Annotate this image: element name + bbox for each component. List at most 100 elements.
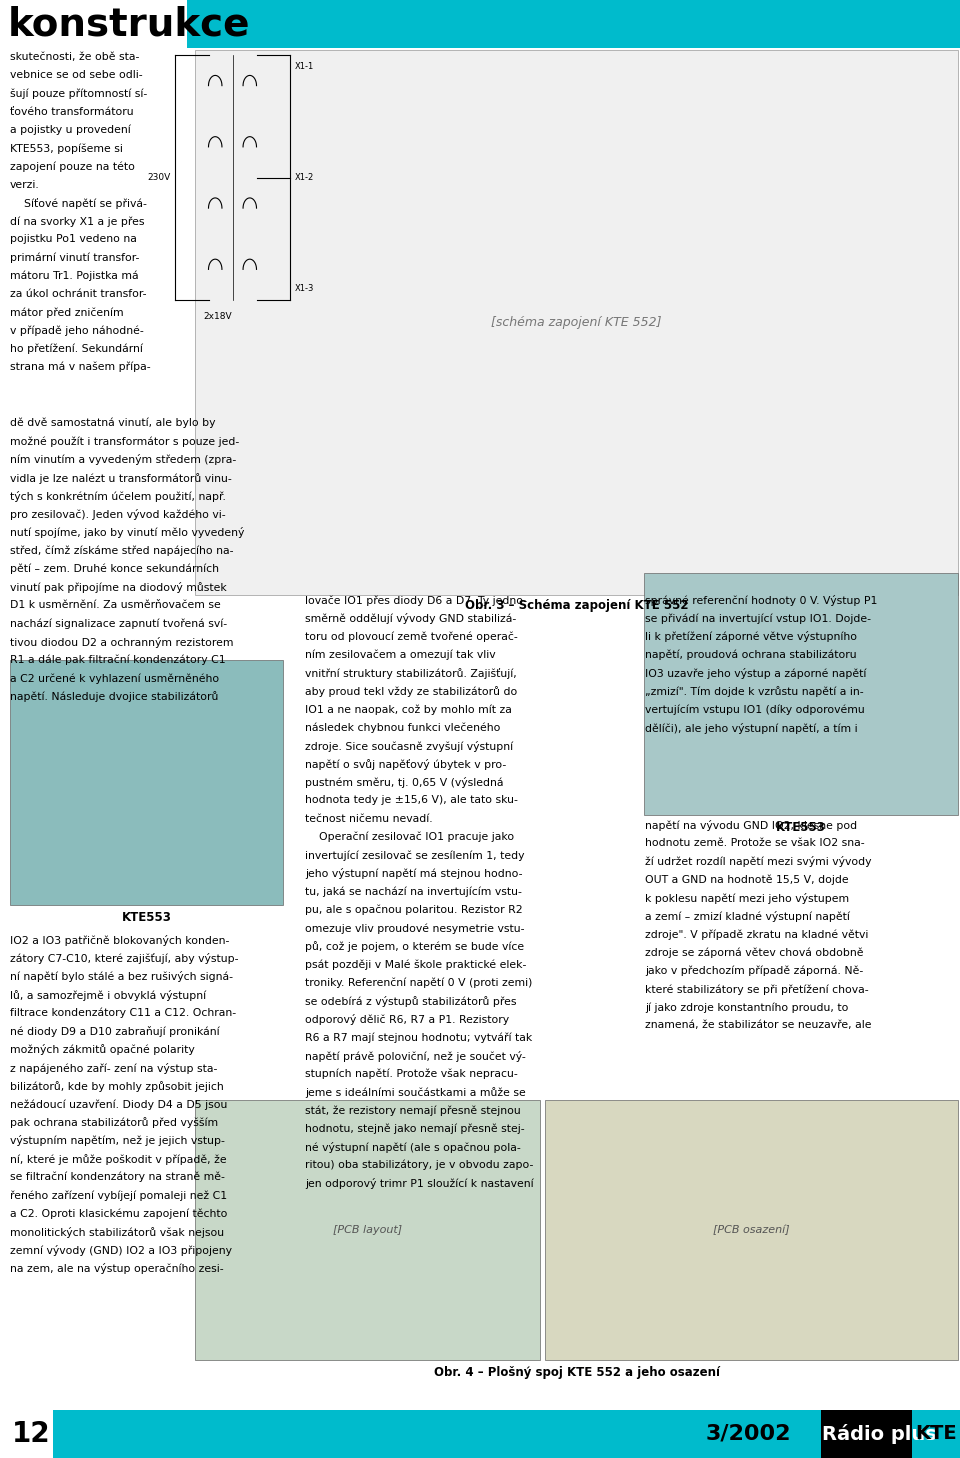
Text: vinutí pak připojíme na diodový můstek: vinutí pak připojíme na diodový můstek [10, 582, 227, 593]
Text: odporový dělič R6, R7 a P1. Rezistory: odporový dělič R6, R7 a P1. Rezistory [305, 1015, 509, 1025]
Text: zdroje". V případě zkratu na kladné větvi: zdroje". V případě zkratu na kladné větv… [645, 929, 869, 940]
Text: možné použít i transformátor s pouze jed-: možné použít i transformátor s pouze jed… [10, 436, 239, 446]
Text: R6 a R7 mají stejnou hodnotu; vytváří tak: R6 a R7 mají stejnou hodnotu; vytváří ta… [305, 1032, 532, 1042]
Text: 2x18V: 2x18V [204, 312, 232, 321]
Text: hodnotu, stejně jako nemají přesně stej-: hodnotu, stejně jako nemají přesně stej- [305, 1124, 524, 1134]
Text: skutečnosti, že obě sta-: skutečnosti, že obě sta- [10, 52, 139, 63]
Text: možných zákmitů opačné polarity: možných zákmitů opačné polarity [10, 1044, 195, 1056]
Text: [schéma zapojení KTE 552]: [schéma zapojení KTE 552] [492, 316, 661, 330]
Text: omezuje vliv proudové nesymetrie vstu-: omezuje vliv proudové nesymetrie vstu- [305, 923, 524, 933]
Text: nachází signalizace zapnutí tvořená sví-: nachází signalizace zapnutí tvořená sví- [10, 618, 228, 628]
Bar [195, 50, 958, 595]
Text: jako v předchozím případě záporná. Ně-: jako v předchozím případě záporná. Ně- [645, 965, 863, 977]
Text: nežádoucí uzavření. Diody D4 a D5 jsou: nežádoucí uzavření. Diody D4 a D5 jsou [10, 1099, 228, 1110]
Text: se přivádí na invertující vstup IO1. Dojde-: se přivádí na invertující vstup IO1. Doj… [645, 614, 871, 624]
Text: KTE553: KTE553 [776, 821, 826, 834]
Text: toru od plovoucí země tvořené operač-: toru od plovoucí země tvořené operač- [305, 631, 517, 642]
Text: a zemí – zmizí kladné výstupní napětí: a zemí – zmizí kladné výstupní napětí [645, 911, 850, 921]
Text: Obr. 4 – Plošný spoj KTE 552 a jeho osazení: Obr. 4 – Plošný spoj KTE 552 a jeho osaz… [434, 1366, 719, 1379]
Text: které stabilizátory se při přetížení chova-: které stabilizátory se při přetížení cho… [645, 984, 869, 994]
Bar [821, 1410, 912, 1458]
Text: vnitřní struktury stabilizátorů. Zajišťují,: vnitřní struktury stabilizátorů. Zajišťu… [305, 668, 516, 679]
Text: výstupním napětím, než je jejich vstup-: výstupním napětím, než je jejich vstup- [10, 1136, 225, 1146]
Text: pojistku Po1 vedeno na: pojistku Po1 vedeno na [10, 235, 137, 245]
Text: dí na svorky X1 a je přes: dí na svorky X1 a je přes [10, 216, 145, 226]
Text: troniky. Referenční napětí 0 V (proti zemi): troniky. Referenční napětí 0 V (proti ze… [305, 978, 533, 989]
Text: X1-3: X1-3 [295, 284, 314, 293]
Text: D1 k usměrnění. Za usměrňovačem se: D1 k usměrnění. Za usměrňovačem se [10, 601, 221, 611]
Text: mátoru Tr1. Pojistka má: mátoru Tr1. Pojistka má [10, 271, 138, 281]
Text: a pojistky u provedení: a pojistky u provedení [10, 125, 131, 136]
Text: dělíči), ale jeho výstupní napětí, a tím i: dělíči), ale jeho výstupní napětí, a tím… [645, 723, 857, 733]
Text: tu, jaká se nachází na invertujícím vstu-: tu, jaká se nachází na invertujícím vstu… [305, 886, 522, 897]
Text: nutí spojíme, jako by vinutí mělo vyvedený: nutí spojíme, jako by vinutí mělo vyvede… [10, 528, 245, 538]
Bar [10, 660, 283, 905]
Text: jí jako zdroje konstantního proudu, to: jí jako zdroje konstantního proudu, to [645, 1002, 849, 1013]
Text: jeme s ideálními součástkami a může se: jeme s ideálními součástkami a může se [305, 1088, 526, 1098]
Text: pustném směru, tj. 0,65 V (výsledná: pustném směru, tj. 0,65 V (výsledná [305, 777, 503, 789]
Text: se odebírá z výstupů stabilizátorů přes: se odebírá z výstupů stabilizátorů přes [305, 996, 516, 1007]
Text: aby proud tekl vždy ze stabilizátorů do: aby proud tekl vždy ze stabilizátorů do [305, 687, 517, 697]
Text: pů, což je pojem, o kterém se bude více: pů, což je pojem, o kterém se bude více [305, 942, 524, 952]
Text: šují pouze přítomností sí-: šují pouze přítomností sí- [10, 89, 147, 99]
Text: zdroje. Sice současně zvyšují výstupní: zdroje. Sice současně zvyšují výstupní [305, 741, 514, 752]
Text: KTE553: KTE553 [122, 911, 172, 924]
Text: KTE: KTE [915, 1424, 957, 1443]
Text: X1-2: X1-2 [295, 174, 314, 182]
Text: napětí, proudová ochrana stabilizátoru: napětí, proudová ochrana stabilizátoru [645, 650, 856, 660]
Text: napětí. Následuje dvojice stabilizátorů: napětí. Následuje dvojice stabilizátorů [10, 691, 218, 703]
Text: [PCB osazení]: [PCB osazení] [713, 1225, 790, 1235]
Text: invertující zesilovač se zesílením 1, tedy: invertující zesilovač se zesílením 1, te… [305, 850, 524, 860]
Text: správné referenční hodnoty 0 V. Výstup P1: správné referenční hodnoty 0 V. Výstup P… [645, 595, 877, 607]
Text: střed, čímž získáme střed napájecího na-: střed, čímž získáme střed napájecího na- [10, 545, 233, 555]
Text: IO3 uzavře jeho výstup a záporné napětí: IO3 uzavře jeho výstup a záporné napětí [645, 668, 866, 679]
Text: konstrukce: konstrukce [8, 4, 251, 44]
Text: ní, které je může poškodit v případě, že: ní, které je může poškodit v případě, že [10, 1153, 227, 1165]
Text: OUT a GND na hodnotě 15,5 V, dojde: OUT a GND na hodnotě 15,5 V, dojde [645, 875, 849, 885]
Text: 12: 12 [12, 1420, 50, 1448]
Text: mátor před zničením: mátor před zničením [10, 308, 124, 318]
Text: ží udržet rozdíl napětí mezi svými vývody: ží udržet rozdíl napětí mezi svými vývod… [645, 856, 872, 868]
Text: zdroje se záporná větev chová obdobně: zdroje se záporná větev chová obdobně [645, 948, 863, 958]
Text: a C2 určené k vyhlazení usměrněného: a C2 určené k vyhlazení usměrněného [10, 674, 219, 684]
Text: X1-1: X1-1 [295, 63, 314, 71]
Text: tivou diodou D2 a ochranným rezistorem: tivou diodou D2 a ochranným rezistorem [10, 637, 233, 647]
Text: zemní vývody (GND) IO2 a IO3 připojeny: zemní vývody (GND) IO2 a IO3 připojeny [10, 1245, 232, 1255]
Text: se filtrační kondenzátory na straně mě-: se filtrační kondenzátory na straně mě- [10, 1172, 225, 1182]
Text: napětí o svůj napěťový úbytek v pro-: napětí o svůj napěťový úbytek v pro- [305, 760, 506, 770]
Text: jeho výstupní napětí má stejnou hodno-: jeho výstupní napětí má stejnou hodno- [305, 869, 522, 879]
Text: psát později v Malé škole praktické elek-: psát později v Malé škole praktické elek… [305, 959, 526, 970]
Text: znamená, že stabilizátor se neuzavře, ale: znamená, že stabilizátor se neuzavře, al… [645, 1021, 872, 1031]
Text: IO2 a IO3 patřičně blokovaných konden-: IO2 a IO3 patřičně blokovaných konden- [10, 935, 229, 946]
Text: primární vinutí transfor-: primární vinutí transfor- [10, 252, 139, 262]
Text: hodnota tedy je ±15,6 V), ale tato sku-: hodnota tedy je ±15,6 V), ale tato sku- [305, 796, 517, 805]
Text: bilizátorů, kde by mohly způsobit jejich: bilizátorů, kde by mohly způsobit jejich [10, 1080, 224, 1092]
Text: 230V: 230V [147, 174, 170, 182]
Text: pu, ale s opačnou polaritou. Rezistor R2: pu, ale s opačnou polaritou. Rezistor R2 [305, 905, 522, 916]
Text: [PCB layout]: [PCB layout] [333, 1225, 402, 1235]
Text: pětí – zem. Druhé konce sekundárních: pětí – zem. Druhé konce sekundárních [10, 564, 219, 574]
Text: ním zesilovačem a omezují tak vliv: ním zesilovačem a omezují tak vliv [305, 650, 495, 660]
Text: řeného zařízení vybíjejí pomaleji než C1: řeného zařízení vybíjejí pomaleji než C1 [10, 1190, 228, 1200]
Bar [187, 0, 960, 48]
Text: lů, a samozřejmě i obvyklá výstupní: lů, a samozřejmě i obvyklá výstupní [10, 990, 206, 1000]
Text: napětí na vývodu GND IO2, klesne pod: napětí na vývodu GND IO2, klesne pod [645, 819, 857, 831]
Text: IO1 a ne naopak, což by mohlo mít za: IO1 a ne naopak, což by mohlo mít za [305, 704, 512, 714]
Bar [545, 1099, 958, 1360]
Text: ní napětí bylo stálé a bez rušivých signá-: ní napětí bylo stálé a bez rušivých sign… [10, 971, 233, 983]
Text: vidla je lze nalézt u transformátorů vinu-: vidla je lze nalézt u transformátorů vin… [10, 472, 231, 484]
Text: za úkol ochránit transfor-: za úkol ochránit transfor- [10, 289, 147, 299]
Text: verzi.: verzi. [10, 179, 39, 190]
Text: zapojení pouze na této: zapojení pouze na této [10, 162, 134, 172]
Bar [53, 1410, 821, 1458]
Text: ho přetížení. Sekundární: ho přetížení. Sekundární [10, 344, 143, 354]
Text: li k přetížení záporné větve výstupního: li k přetížení záporné větve výstupního [645, 631, 857, 643]
Text: ním vinutím a vyvedeným středem (zpra-: ním vinutím a vyvedeným středem (zpra- [10, 455, 236, 465]
Text: filtrace kondenzátory C11 a C12. Ochran-: filtrace kondenzátory C11 a C12. Ochran- [10, 1007, 236, 1018]
Text: na zem, ale na výstup operačního zesi-: na zem, ale na výstup operačního zesi- [10, 1263, 224, 1274]
Text: R1 a dále pak filtrační kondenzátory C1: R1 a dále pak filtrační kondenzátory C1 [10, 655, 226, 665]
Text: vebnice se od sebe odli-: vebnice se od sebe odli- [10, 70, 143, 80]
Text: hodnotu země. Protože se však IO2 sna-: hodnotu země. Protože se však IO2 sna- [645, 838, 865, 849]
Text: z napájeného zaří- zení na výstup sta-: z napájeného zaří- zení na výstup sta- [10, 1063, 217, 1073]
Text: KTE553, popíšeme si: KTE553, popíšeme si [10, 143, 123, 153]
